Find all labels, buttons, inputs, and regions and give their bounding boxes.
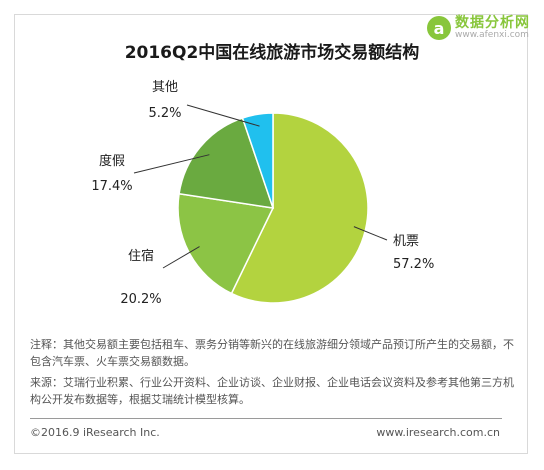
slice-label-2: 度假	[99, 153, 125, 169]
logo-url: www.afenxi.com	[455, 29, 529, 40]
copyright-text: ©2016.9 iResearch Inc.	[30, 426, 160, 439]
slice-value-2: 17.4%	[91, 179, 132, 194]
chart-source: 来源：艾瑞行业积累、行业公开资料、企业访谈、企业财报、企业电话会议资料及参考其他…	[30, 376, 514, 406]
chart-frame	[14, 14, 528, 454]
slice-value-0: 57.2%	[393, 257, 434, 272]
chart-footnote: 注释：其他交易额主要包括租车、票务分销等新兴的在线旅游细分领域产品预订所产生的交…	[30, 338, 514, 368]
watermark-logo: a 数据分析网 www.afenxi.com	[427, 15, 530, 41]
leader-line-3	[186, 104, 260, 127]
pie-slice-3	[241, 112, 274, 209]
slice-label-1: 住宿	[128, 248, 154, 264]
chart-title: 2016Q2中国在线旅游市场交易额结构	[124, 43, 420, 63]
slice-label-3: 其他	[152, 80, 178, 95]
logo-icon: a	[427, 16, 451, 41]
slice-label-0: 机票	[393, 234, 419, 249]
website-url: www.iresearch.com.cn	[376, 426, 500, 439]
leader-line-0	[353, 226, 388, 241]
slice-value-3: 5.2%	[148, 106, 181, 121]
slice-value-1: 20.2%	[120, 292, 161, 307]
footer-divider	[30, 418, 502, 419]
logo-title: 数据分析网	[455, 15, 530, 31]
pie-slice-1	[177, 192, 275, 295]
leader-line-2	[133, 154, 210, 174]
leader-line-1	[162, 246, 200, 269]
pie-slice-0	[230, 112, 369, 304]
